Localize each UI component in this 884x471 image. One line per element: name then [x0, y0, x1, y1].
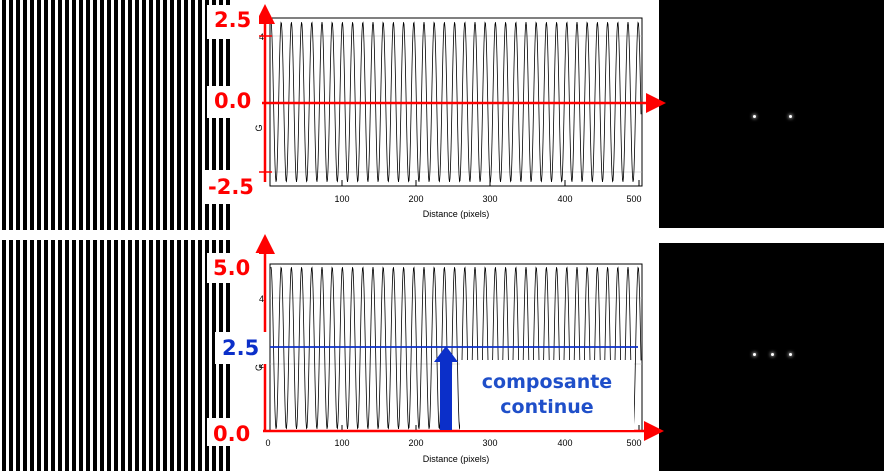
bottom-zero-label: 0.0 [213, 422, 250, 446]
dc-arrow-head [434, 346, 458, 362]
top-x-axis-title: Distance (pixels) [423, 209, 490, 219]
bottom-y-axis-title: Gr [254, 361, 264, 371]
bottom-x-tick-label: 100 [334, 438, 349, 448]
top-y-axis-title: G [254, 124, 264, 131]
callout-line-2: continue [500, 396, 594, 418]
top-x-tick-label: 400 [557, 194, 572, 204]
top-x-tick-label: 200 [408, 194, 423, 204]
bottom-y-tick-label: 4 [259, 294, 264, 304]
label-bg [215, 332, 269, 364]
label-bg [203, 170, 259, 204]
callout-line-1: composante [481, 371, 613, 393]
top-intensity-profile [270, 21, 642, 183]
top-x-tick-label: 100 [334, 194, 349, 204]
bottom-intensity-profile [270, 266, 642, 430]
dc-level-label: 2.5 [222, 336, 259, 360]
label-bg [207, 418, 263, 446]
label-bg [207, 86, 259, 118]
fourier-spectrum-top [659, 0, 884, 228]
dc-component-callout: composante continue [460, 360, 634, 430]
bottom-x-tick-label: 200 [408, 438, 423, 448]
top-y-tick-label: 4 [259, 32, 264, 42]
top-max-label: 2.5 [214, 8, 251, 32]
bottom-max-label: 5.0 [213, 256, 250, 280]
bottom-x-axis-title: Distance (pixels) [423, 454, 490, 464]
bottom-x-tick-label: 400 [557, 438, 572, 448]
top-x-ticks [341, 180, 640, 186]
bottom-x-tick-label: 500 [626, 438, 641, 448]
label-bg [207, 253, 259, 283]
offset-grating-image [2, 240, 233, 471]
fourier-spectrum-bottom [659, 243, 884, 471]
top-x-tick-label: 500 [626, 194, 641, 204]
bottom-x-tick-label: 0 [265, 438, 270, 448]
sinusoid-grating-image [2, 0, 233, 230]
label-bg [207, 5, 259, 39]
spectrum-peak-right [789, 353, 792, 356]
bottom-x-tick-label: 300 [482, 438, 497, 448]
spectrum-peak-left [753, 353, 756, 356]
spectrum-peak-right [789, 115, 792, 118]
bottom-y-tick-label: 2 [259, 360, 264, 370]
top-min-label: -2.5 [208, 175, 254, 199]
dc-arrow-shaft [440, 360, 452, 430]
spectrum-peak-left [753, 115, 756, 118]
top-zero-label: 0.0 [214, 89, 251, 113]
top-x-tick-label: 300 [482, 194, 497, 204]
spectrum-peak-dc [771, 353, 774, 356]
